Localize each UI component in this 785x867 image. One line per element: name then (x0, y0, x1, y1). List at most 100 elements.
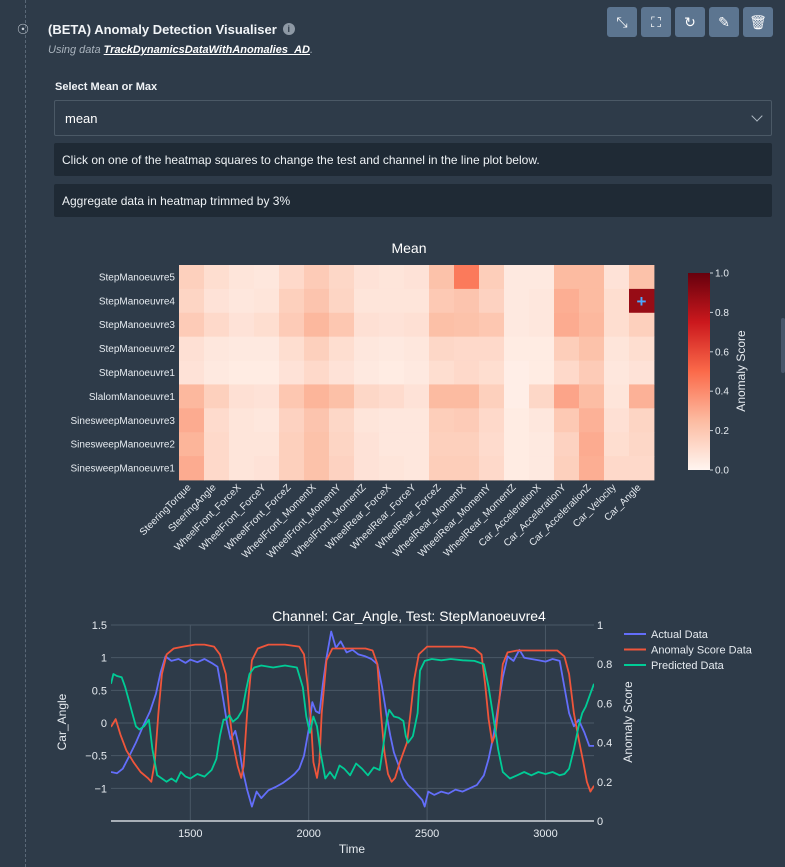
heatmap-cell[interactable] (254, 432, 280, 457)
heatmap-cell[interactable] (379, 265, 405, 290)
heatmap-cell[interactable] (304, 408, 330, 433)
heatmap-cell[interactable] (579, 408, 605, 433)
heatmap-cell[interactable] (304, 360, 330, 385)
heatmap-cell[interactable] (229, 336, 255, 361)
heatmap-cell[interactable] (454, 384, 480, 409)
heatmap-cell[interactable] (179, 456, 205, 481)
heatmap-cell[interactable] (229, 312, 255, 338)
heatmap-cell[interactable] (254, 408, 280, 433)
heatmap-cell[interactable] (179, 336, 205, 361)
heatmap-cell[interactable] (229, 384, 255, 409)
heatmap-cell[interactable] (529, 312, 555, 338)
heatmap-cell[interactable] (554, 288, 580, 314)
dataset-link[interactable]: TrackDynamicsDataWithAnomalies_AD (103, 44, 310, 56)
collapse-button[interactable]: ⤡ (607, 7, 637, 37)
legend-label[interactable]: Actual Data (651, 629, 709, 641)
heatmap-cell[interactable] (529, 288, 555, 314)
heatmap-cell[interactable] (354, 384, 380, 409)
heatmap-cell[interactable] (529, 384, 555, 409)
heatmap-cell[interactable] (254, 288, 280, 314)
heatmap-cell[interactable] (454, 408, 480, 433)
heatmap-cell[interactable] (429, 336, 455, 361)
heatmap-cell[interactable] (304, 288, 330, 314)
heatmap-cell[interactable] (279, 288, 305, 314)
heatmap-cell[interactable] (204, 360, 230, 385)
heatmap-cell[interactable] (479, 408, 505, 433)
heatmap-cell[interactable] (354, 288, 380, 314)
heatmap-cell[interactable] (379, 360, 405, 385)
heatmap-cell[interactable] (554, 408, 580, 433)
heatmap-cell[interactable] (629, 265, 655, 290)
heatmap-cell[interactable] (479, 384, 505, 409)
heatmap-cell[interactable] (304, 312, 330, 338)
heatmap-cell[interactable] (329, 408, 355, 433)
heatmap-cell[interactable] (179, 360, 205, 385)
heatmap-cell[interactable] (254, 336, 280, 361)
heatmap-cell[interactable] (554, 384, 580, 409)
heatmap-cell[interactable] (529, 408, 555, 433)
heatmap-cell[interactable] (279, 312, 305, 338)
heatmap-cell[interactable] (279, 384, 305, 409)
heatmap-cell[interactable] (304, 384, 330, 409)
heatmap-cell[interactable] (279, 360, 305, 385)
heatmap-cell[interactable] (554, 432, 580, 457)
heatmap-cell[interactable] (529, 265, 555, 290)
heatmap-cell[interactable] (429, 456, 455, 481)
heatmap-cell[interactable] (529, 456, 555, 481)
heatmap-cell[interactable] (554, 336, 580, 361)
heatmap-cell[interactable] (479, 360, 505, 385)
heatmap-cell[interactable] (504, 288, 530, 314)
heatmap-cell[interactable] (229, 456, 255, 481)
heatmap-cell[interactable] (579, 265, 605, 290)
heatmap-cell[interactable] (579, 384, 605, 409)
heatmap-cell[interactable] (529, 360, 555, 385)
heatmap-cell[interactable] (404, 288, 430, 314)
heatmap-cell[interactable] (529, 336, 555, 361)
heatmap-cell[interactable] (629, 360, 655, 385)
heatmap-cell[interactable] (379, 336, 405, 361)
heatmap-cell[interactable] (179, 384, 205, 409)
heatmap-cell[interactable] (404, 336, 430, 361)
heatmap-cell[interactable] (504, 336, 530, 361)
heatmap-cell[interactable] (254, 360, 280, 385)
heatmap-cell[interactable] (404, 432, 430, 457)
heatmap-cell[interactable] (579, 432, 605, 457)
heatmap-cell[interactable] (204, 432, 230, 457)
heatmap-cell[interactable] (504, 360, 530, 385)
heatmap-cell[interactable] (354, 360, 380, 385)
heatmap-cell[interactable] (404, 360, 430, 385)
heatmap-cell[interactable] (504, 456, 530, 481)
heatmap-cell[interactable] (429, 288, 455, 314)
heatmap-cell[interactable] (604, 432, 630, 457)
heatmap-cell[interactable] (504, 312, 530, 338)
heatmap-cell[interactable] (379, 288, 405, 314)
heatmap-cell[interactable] (329, 288, 355, 314)
heatmap-cell[interactable] (204, 336, 230, 361)
legend-label[interactable]: Predicted Data (651, 660, 725, 672)
delete-button[interactable]: 🗑 (743, 7, 773, 37)
heatmap-cell[interactable] (629, 456, 655, 481)
heatmap-cell[interactable] (579, 456, 605, 481)
heatmap-cell[interactable] (579, 360, 605, 385)
heatmap-cell[interactable] (354, 265, 380, 290)
heatmap-cell[interactable] (304, 456, 330, 481)
heatmap-cell[interactable] (604, 384, 630, 409)
heatmap-cell[interactable] (354, 336, 380, 361)
heatmap-cell[interactable] (629, 288, 655, 314)
heatmap-cell[interactable] (604, 265, 630, 290)
heatmap-cell[interactable] (554, 265, 580, 290)
heatmap-cell[interactable] (404, 265, 430, 290)
heatmap-cell[interactable] (554, 456, 580, 481)
heatmap-cell[interactable] (579, 336, 605, 361)
refresh-button[interactable]: ↻ (675, 7, 705, 37)
heatmap-cell[interactable] (179, 408, 205, 433)
heatmap-cell[interactable] (279, 408, 305, 433)
heatmap-cell[interactable] (204, 456, 230, 481)
heatmap-cell[interactable] (254, 265, 280, 290)
heatmap-cell[interactable] (204, 408, 230, 433)
heatmap-cell[interactable] (429, 265, 455, 290)
heatmap-cell[interactable] (629, 336, 655, 361)
heatmap-cell[interactable] (429, 384, 455, 409)
heatmap-cell[interactable] (479, 432, 505, 457)
heatmap-cell[interactable] (229, 408, 255, 433)
